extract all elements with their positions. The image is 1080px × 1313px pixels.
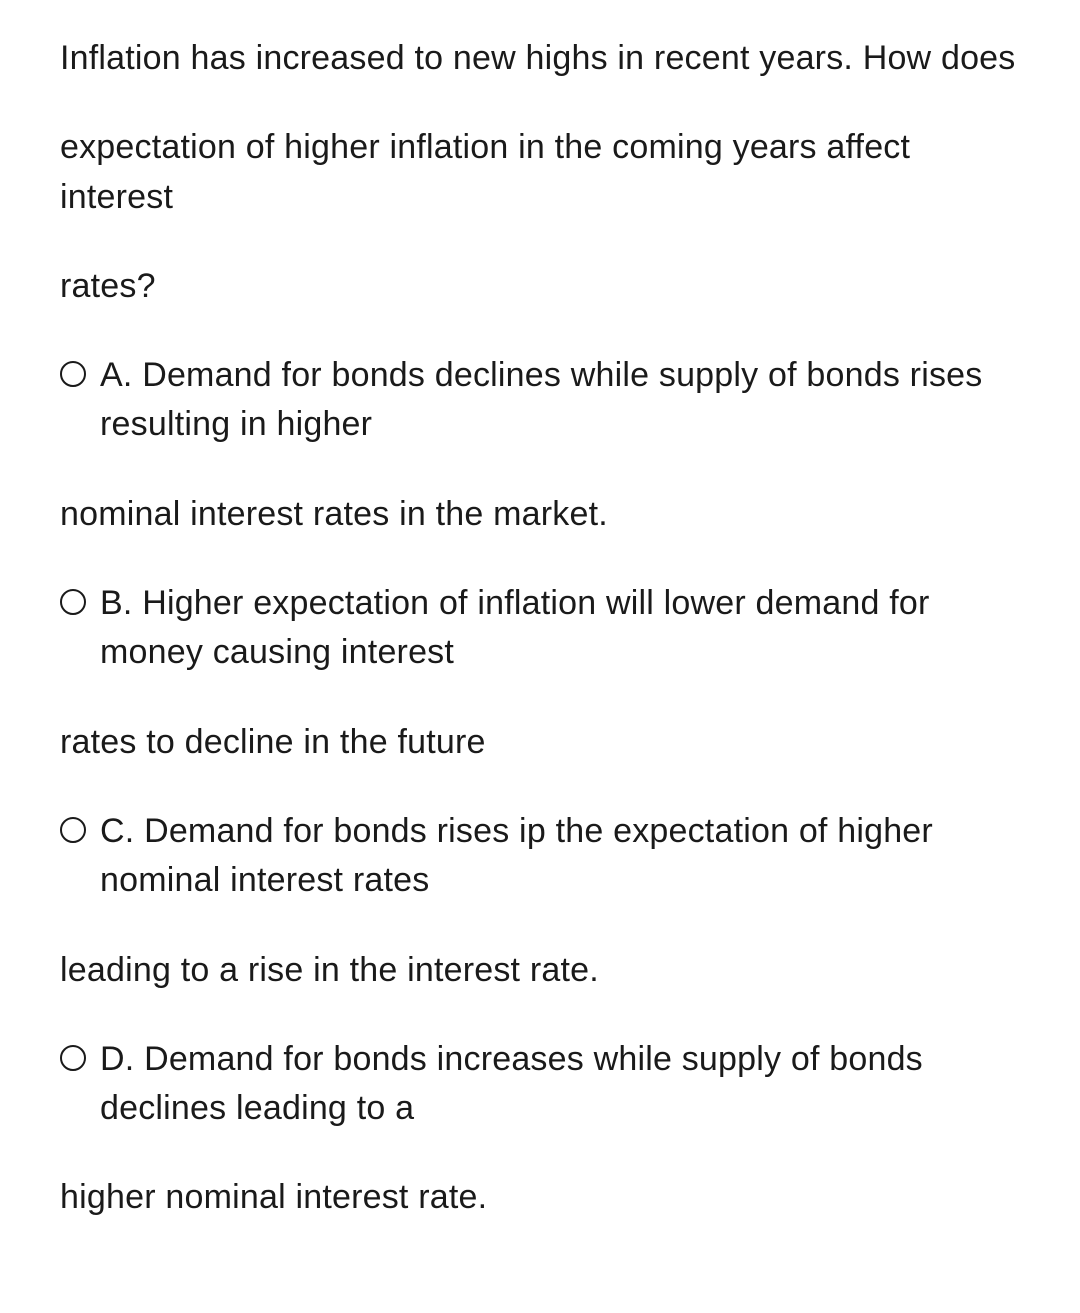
radio-icon[interactable]	[60, 1045, 86, 1071]
option-a-line2: nominal interest rates in the market.	[60, 490, 1020, 539]
option-c-line1: C. Demand for bonds rises ip the expecta…	[100, 807, 1020, 906]
option-d-line1: D. Demand for bonds increases while supp…	[100, 1035, 1020, 1134]
radio-icon[interactable]	[60, 361, 86, 387]
option-b-text1: Higher expectation of inflation will low…	[100, 584, 930, 671]
option-b: B. Higher expectation of inflation will …	[60, 579, 1020, 678]
option-c-line2: leading to a rise in the interest rate.	[60, 946, 1020, 995]
option-b-line1: B. Higher expectation of inflation will …	[100, 579, 1020, 678]
radio-icon[interactable]	[60, 817, 86, 843]
radio-icon[interactable]	[60, 589, 86, 615]
question-line-3: rates?	[60, 262, 1020, 311]
option-b-line2: rates to decline in the future	[60, 718, 1020, 767]
question-line-2: expectation of higher inflation in the c…	[60, 123, 1020, 222]
option-d-line2: higher nominal interest rate.	[60, 1173, 1020, 1222]
option-a: A. Demand for bonds declines while suppl…	[60, 351, 1020, 450]
option-d-label: D.	[100, 1040, 134, 1078]
option-d-text1: Demand for bonds increases while supply …	[100, 1040, 923, 1127]
option-b-label: B.	[100, 584, 133, 622]
option-c: C. Demand for bonds rises ip the expecta…	[60, 807, 1020, 906]
option-c-text1: Demand for bonds rises ip the expectatio…	[100, 812, 933, 899]
option-a-text1: Demand for bonds declines while supply o…	[100, 356, 982, 443]
option-a-line1: A. Demand for bonds declines while suppl…	[100, 351, 1020, 450]
option-c-label: C.	[100, 812, 134, 850]
option-d: D. Demand for bonds increases while supp…	[60, 1035, 1020, 1134]
question-page: Inflation has increased to new highs in …	[0, 0, 1080, 1313]
option-a-label: A.	[100, 356, 133, 394]
question-line-1: Inflation has increased to new highs in …	[60, 34, 1020, 83]
